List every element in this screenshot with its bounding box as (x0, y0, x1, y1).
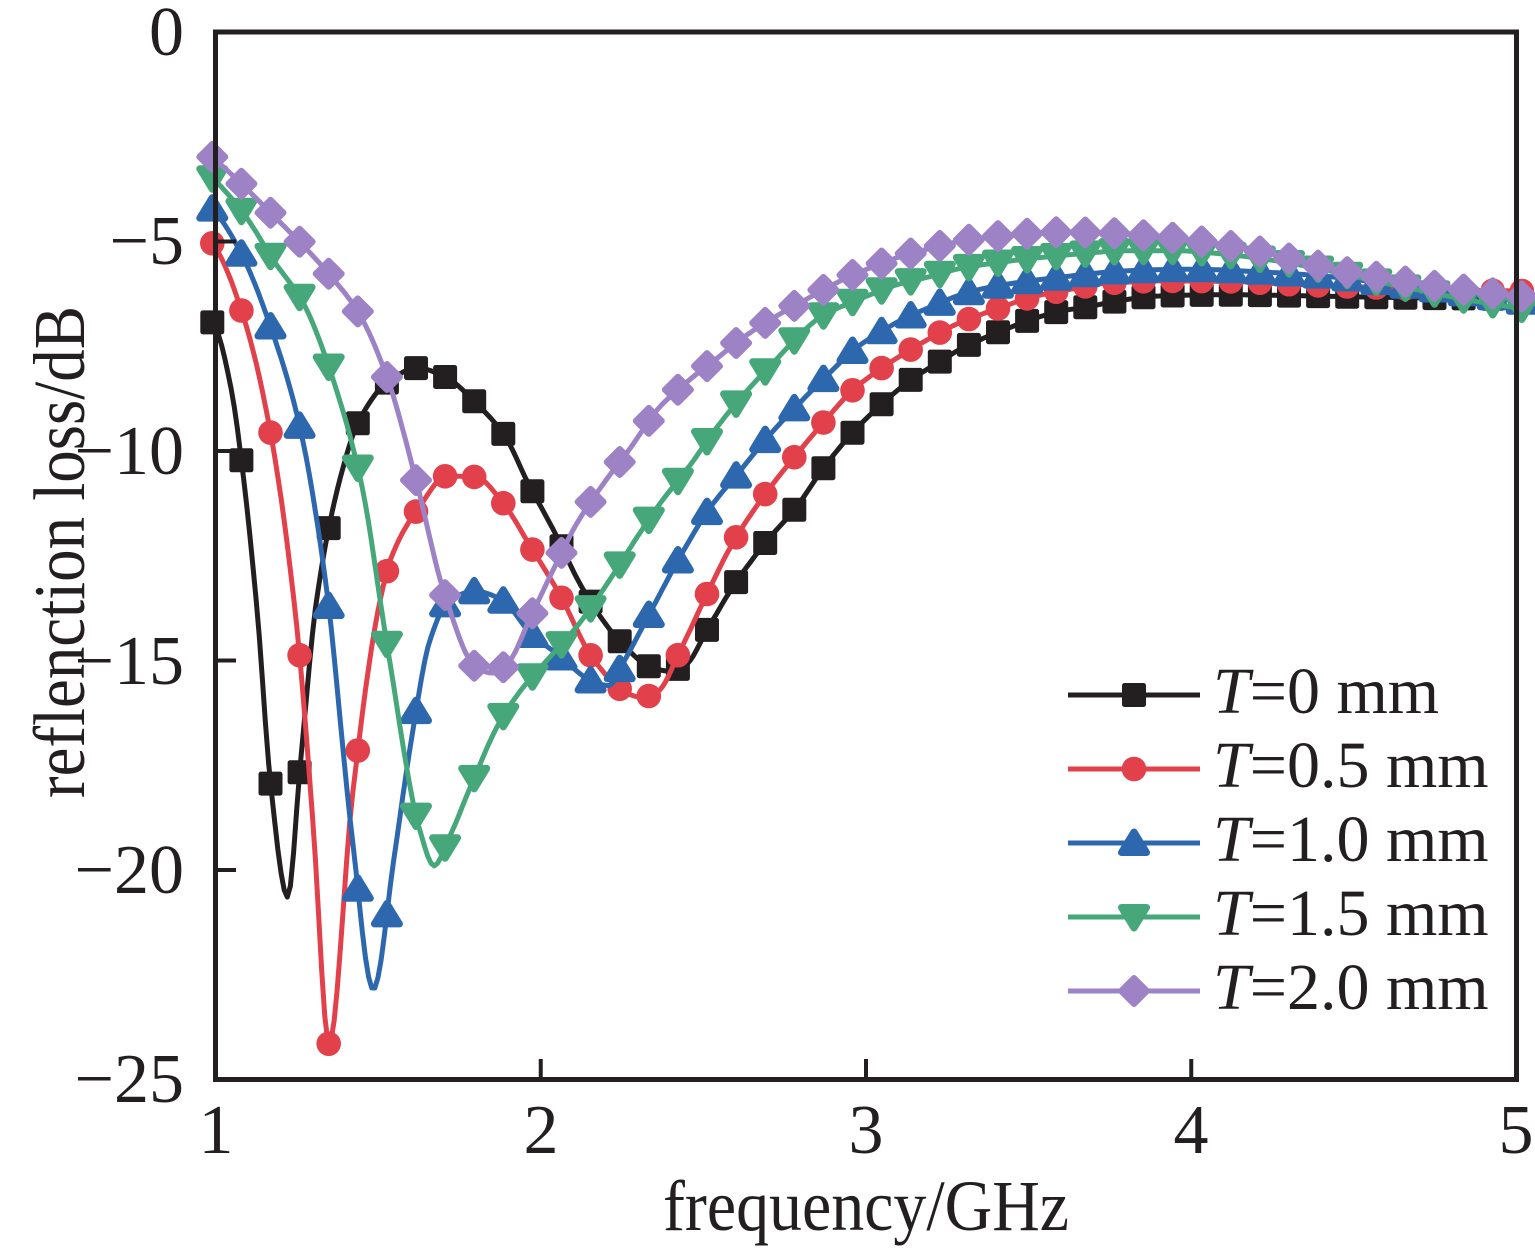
svg-text:T=1.0 mm: T=1.0 mm (1213, 803, 1489, 876)
svg-text:−25: −25 (75, 1041, 184, 1118)
svg-text:T=2.0 mm: T=2.0 mm (1213, 951, 1489, 1024)
svg-text:1: 1 (199, 1092, 234, 1169)
svg-text:−10: −10 (75, 413, 184, 490)
svg-text:T=1.5 mm: T=1.5 mm (1213, 877, 1489, 950)
svg-text:reflenction loss/dB: reflenction loss/dB (19, 306, 100, 798)
svg-text:−15: −15 (75, 623, 184, 700)
svg-text:−20: −20 (75, 832, 184, 909)
svg-text:frequency/GHz: frequency/GHz (663, 1166, 1069, 1246)
svg-text:3: 3 (849, 1092, 884, 1169)
svg-text:0: 0 (149, 0, 184, 71)
svg-text:2: 2 (524, 1092, 559, 1169)
svg-text:T=0.5 mm: T=0.5 mm (1213, 729, 1489, 802)
svg-text:4: 4 (1174, 1092, 1209, 1169)
svg-text:T=0 mm: T=0 mm (1213, 655, 1439, 728)
svg-text:−5: −5 (110, 203, 184, 280)
svg-text:5: 5 (1499, 1092, 1534, 1169)
